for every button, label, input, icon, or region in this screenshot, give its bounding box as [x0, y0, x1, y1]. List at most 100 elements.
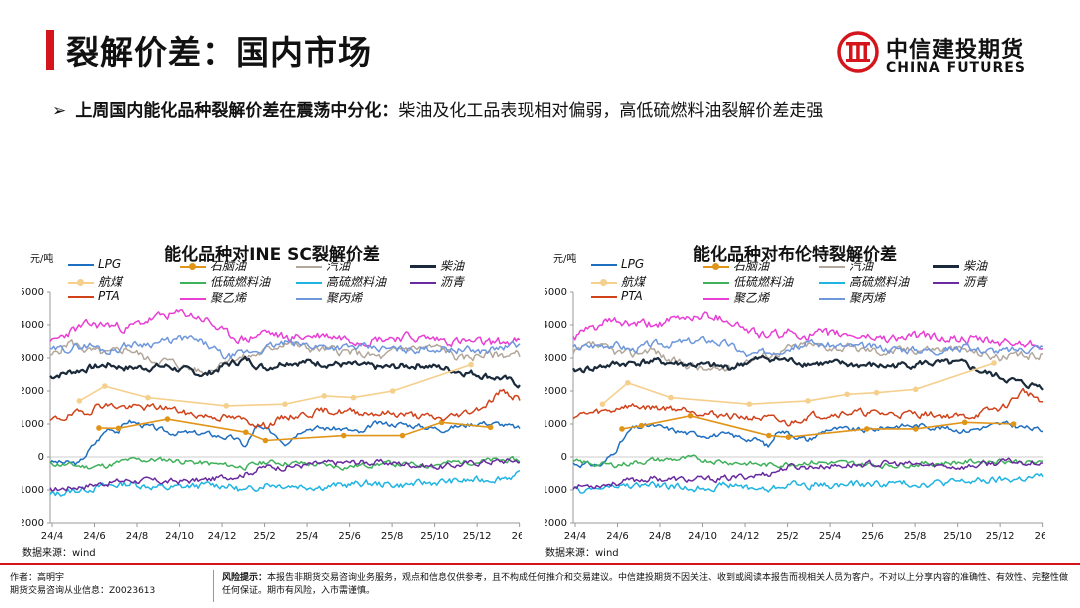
- legend-swatch: [180, 281, 206, 284]
- series-聚乙烯: [572, 311, 1044, 351]
- series-聚丙烯: [49, 335, 521, 360]
- series-石脑油: [619, 412, 1017, 440]
- series-line: [621, 414, 1014, 439]
- data-point: [873, 389, 880, 396]
- data-point: [1010, 421, 1017, 427]
- headline-bold-text: 上周国内能化品种裂解价差在震荡中分化：: [75, 101, 399, 121]
- legend-swatch: [180, 262, 206, 270]
- license-number: Z0023613: [109, 586, 156, 596]
- legend-label: 低硫燃料油: [210, 275, 271, 289]
- data-point: [687, 412, 694, 419]
- legend-swatch: [591, 295, 617, 298]
- data-point: [389, 388, 396, 394]
- data-point: [668, 394, 674, 401]
- series-line: [49, 335, 521, 360]
- x-tick-label: 24/10: [165, 531, 194, 542]
- legend-label: 汽油: [326, 259, 351, 273]
- series-line: [49, 355, 521, 389]
- series-line: [78, 363, 472, 407]
- x-tick-label: 25/2: [253, 531, 275, 542]
- legend-label: 石脑油: [733, 259, 770, 273]
- series-柴油: [49, 355, 521, 389]
- x-tick-label: 25/6: [861, 531, 883, 542]
- data-point: [438, 419, 445, 426]
- legend-item: 高硫燃料油: [296, 273, 386, 290]
- y-tick-label: 4000: [545, 320, 567, 331]
- legend-swatch: [296, 297, 322, 300]
- series-line: [49, 309, 521, 348]
- legend-label: 聚丙烯: [326, 291, 363, 305]
- series-line: [49, 458, 521, 492]
- legend-label: 航煤: [98, 275, 123, 289]
- y-tick-label: -2000: [545, 518, 567, 529]
- footer-divider-line: [0, 563, 1080, 565]
- legend-swatch: [819, 281, 845, 284]
- legend-item: LPG: [591, 257, 644, 271]
- legend-label: 高硫燃料油: [849, 275, 910, 289]
- series-石脑油: [96, 416, 494, 444]
- legend-label: 聚丙烯: [849, 291, 886, 305]
- legend-label: 沥青: [440, 275, 465, 289]
- x-tick-label: 24/6: [83, 531, 105, 542]
- y-tick-label: 4000: [22, 320, 44, 331]
- legend-label: 聚乙烯: [733, 291, 770, 305]
- chart-brent-crack-spread: 能化品种对布伦特裂解价差 元/吨 -2000 -1000 0 1000 2000 3000…: [545, 238, 1045, 559]
- legend-swatch: [68, 278, 94, 286]
- title-accent-bar: [46, 30, 54, 70]
- data-point: [223, 403, 230, 409]
- series-line: [572, 311, 1044, 351]
- data-point: [961, 419, 968, 426]
- series-沥青: [572, 457, 1044, 490]
- y-tick-label: 3000: [22, 353, 44, 364]
- series-line: [572, 341, 1044, 372]
- x-tick-label: 25/12: [986, 531, 1015, 542]
- chart-plot: -2000 -1000 0 1000 2000 3000 4000 5000 24/4 24/6 2…: [545, 287, 1045, 542]
- author-name: 高明宇: [37, 573, 65, 583]
- legend-item: 柴油: [933, 257, 987, 274]
- legend-item: 高硫燃料油: [819, 273, 909, 290]
- logo-name-cn: 中信建投期货: [886, 38, 1025, 63]
- x-tick-label: 24/4: [41, 531, 63, 542]
- data-point: [399, 432, 406, 439]
- x-tick-label: 25/8: [381, 531, 403, 542]
- legend-item: 汽油: [819, 257, 873, 274]
- data-point: [76, 398, 83, 404]
- y-tick-label: 1000: [545, 419, 567, 430]
- chart-plot: -2000 -1000 0 1000 2000 3000 4000 5000 24/4 24/6 2…: [22, 287, 522, 542]
- data-point: [262, 437, 269, 444]
- series-line: [49, 388, 521, 430]
- data-point: [863, 426, 870, 432]
- legend-swatch: [296, 281, 322, 284]
- legend-item: 聚乙烯: [703, 289, 769, 306]
- series-line: [49, 419, 521, 466]
- x-tick-label: 24/12: [208, 531, 237, 542]
- y-tick-label: 5000: [22, 287, 44, 298]
- footer-author-info: 作者：高明宇 期货交易咨询从业信息：Z0023613: [10, 572, 155, 598]
- legend-item: 航煤: [68, 273, 122, 290]
- logo-name-en: CHINA FUTURES: [886, 60, 1026, 76]
- legend-item: 柴油: [410, 257, 464, 274]
- series-line: [572, 473, 1044, 494]
- data-point: [164, 416, 171, 422]
- data-point: [785, 434, 792, 440]
- x-tick-label: 26/: [512, 531, 522, 542]
- legend-item: 石脑油: [703, 257, 769, 274]
- headline: ➢ 上周国内能化品种裂解价差在震荡中分化：柴油及化工品表现相对偏弱，高低硫燃料油…: [52, 96, 823, 121]
- footer-vertical-divider: [213, 570, 214, 602]
- license-label: 期货交易咨询从业信息：: [10, 586, 110, 596]
- legend-swatch: [591, 263, 617, 266]
- legend-swatch: [819, 265, 845, 268]
- x-tick-label: 25/10: [420, 531, 449, 542]
- series-line: [572, 387, 1044, 427]
- x-tick-label: 26/: [1035, 531, 1045, 542]
- page-title: 裂解价差：国内市场: [66, 33, 372, 72]
- headline-text: 柴油及化工品表现相对偏弱，高低硫燃料油裂解价差走强: [398, 101, 824, 121]
- data-point: [321, 393, 327, 399]
- legend-item: 沥青: [410, 273, 464, 290]
- y-tick-label: 5000: [545, 287, 567, 298]
- legend-label: 汽油: [849, 259, 874, 273]
- citic-logo-icon: [837, 31, 879, 73]
- y-axis-unit: 元/吨: [553, 254, 577, 265]
- legend-item: 石脑油: [180, 257, 246, 274]
- series-line: [49, 455, 521, 471]
